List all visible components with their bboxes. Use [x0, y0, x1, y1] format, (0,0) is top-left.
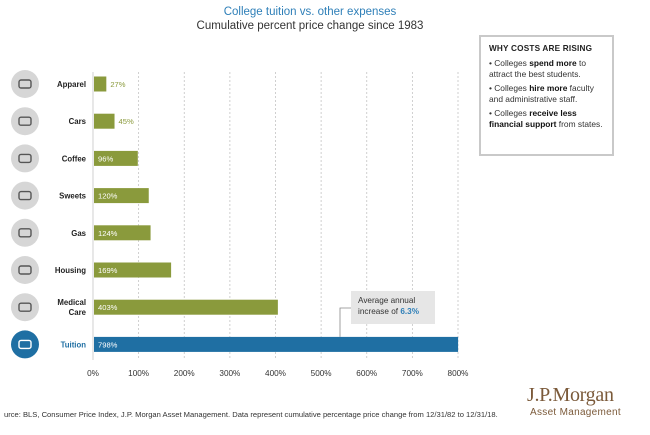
bar-highlight: [94, 336, 459, 352]
bar: [94, 299, 278, 315]
x-tick-label: 800%: [448, 369, 469, 378]
category-label: Medical Care: [57, 298, 86, 317]
hanger-icon: [11, 70, 39, 98]
jpmorgan-logo: J.P.Morgan: [527, 384, 614, 406]
diploma-icon-glyph: [18, 339, 32, 350]
value-label: 403%: [98, 303, 118, 312]
chart-title: College tuition vs. other expenses: [223, 6, 397, 18]
annotation-value: 6.3%: [400, 306, 420, 316]
why-costs-rising-box: WHY COSTS ARE RISING • Colleges spend mo…: [479, 35, 614, 156]
annotation-callout: Average annual increase of 6.3%: [351, 291, 435, 324]
sidebox-item: • Colleges receive less financial suppor…: [489, 108, 603, 129]
candy-icon-glyph: [18, 190, 32, 201]
category-label: Sweets: [59, 192, 87, 201]
bar: [94, 225, 151, 241]
asset-management-label: Asset Management: [530, 407, 621, 418]
diploma-icon: [11, 330, 39, 359]
category-label: Housing: [55, 266, 86, 275]
value-label: 45%: [119, 117, 134, 126]
category-label: Coffee: [62, 154, 87, 163]
category-label: Apparel: [57, 80, 86, 89]
bar: [94, 113, 115, 129]
x-tick-label: 300%: [219, 369, 240, 378]
candy-icon: [11, 181, 39, 210]
bar: [94, 76, 107, 92]
x-tick-label: 400%: [265, 369, 286, 378]
value-label: 169%: [98, 266, 118, 275]
x-tick-label: 200%: [174, 369, 195, 378]
gas-can-icon-glyph: [18, 228, 32, 238]
stethoscope-icon-glyph: [18, 302, 32, 312]
house-icon: [11, 256, 39, 284]
bar: [94, 262, 172, 278]
x-tick-label: 500%: [311, 369, 332, 378]
steering-wheel-icon-glyph: [18, 116, 32, 126]
x-tick-label: 100%: [128, 369, 149, 378]
coffee-cup-icon-glyph: [18, 153, 32, 164]
stethoscope-icon: [11, 293, 39, 322]
bar: [94, 188, 149, 204]
annotation-text: Average annual increase of: [358, 296, 416, 316]
category-label: Tuition: [61, 340, 87, 349]
house-icon-glyph: [18, 265, 32, 275]
value-label: 96%: [98, 154, 113, 163]
bar: [94, 150, 138, 166]
annotation-connector: [339, 307, 351, 337]
sidebox-heading: WHY COSTS ARE RISING: [489, 44, 593, 53]
gas-can-icon: [11, 218, 39, 247]
category-label: Gas: [71, 229, 86, 238]
x-tick-label: 600%: [356, 369, 377, 378]
hanger-icon-glyph: [18, 79, 32, 89]
x-tick-label: 0%: [87, 369, 99, 378]
chart-subtitle: Cumulative percent price change since 19…: [196, 20, 424, 32]
source-note: urce: BLS, Consumer Price Index, J.P. Mo…: [4, 410, 498, 419]
sidebox-item: • Colleges spend more to attract the bes…: [489, 58, 586, 79]
value-label: 120%: [98, 192, 118, 201]
value-label: 27%: [110, 80, 125, 89]
steering-wheel-icon: [11, 107, 39, 136]
value-label: 124%: [98, 229, 118, 238]
value-label: 798%: [98, 340, 118, 349]
category-label: Cars: [69, 117, 87, 126]
coffee-cup-icon: [11, 144, 39, 173]
x-tick-label: 700%: [402, 369, 423, 378]
sidebox-item: • Colleges hire more faculty and adminis…: [489, 83, 594, 104]
